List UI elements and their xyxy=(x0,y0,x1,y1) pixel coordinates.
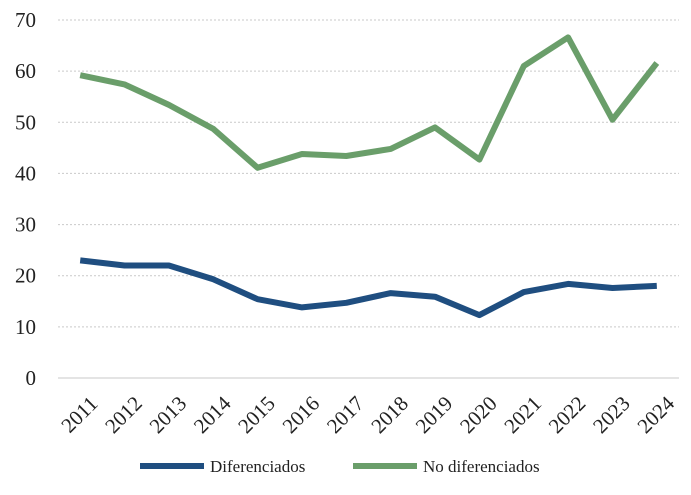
series-line-no-diferenciados xyxy=(80,37,657,167)
x-tick-label: 2011 xyxy=(56,391,102,437)
x-tick-label: 2017 xyxy=(322,391,369,438)
y-tick-label: 40 xyxy=(15,161,36,185)
y-tick-label: 20 xyxy=(15,264,36,288)
y-tick-label: 10 xyxy=(15,315,36,339)
x-tick-label: 2013 xyxy=(145,391,192,438)
x-tick-label: 2019 xyxy=(411,391,458,438)
x-tick-label: 2020 xyxy=(455,391,502,438)
x-tick-label: 2018 xyxy=(366,391,413,438)
x-tick-label: 2015 xyxy=(233,391,280,438)
x-tick-label: 2021 xyxy=(499,391,546,438)
x-tick-label: 2024 xyxy=(632,391,679,438)
y-tick-label: 60 xyxy=(15,59,36,83)
x-tick-label: 2023 xyxy=(588,391,635,438)
y-tick-label: 0 xyxy=(26,366,37,390)
x-tick-label: 2014 xyxy=(189,391,236,438)
legend-label: No diferenciados xyxy=(423,457,540,476)
legend: Diferenciados No diferenciados xyxy=(140,457,540,476)
legend-label: Diferenciados xyxy=(210,457,305,476)
y-tick-label: 50 xyxy=(15,110,36,134)
series-lines xyxy=(80,37,657,315)
x-tick-label: 2022 xyxy=(544,391,591,438)
y-tick-label: 70 xyxy=(15,8,36,32)
x-axis-ticks: 2011201220132014201520162017201820192020… xyxy=(56,391,679,438)
y-axis-ticks: 0 10 20 30 40 50 60 70 xyxy=(15,8,36,390)
series-line-diferenciados xyxy=(80,260,657,315)
x-tick-label: 2012 xyxy=(100,391,147,438)
x-tick-label: 2016 xyxy=(278,391,325,438)
y-tick-label: 30 xyxy=(15,213,36,237)
